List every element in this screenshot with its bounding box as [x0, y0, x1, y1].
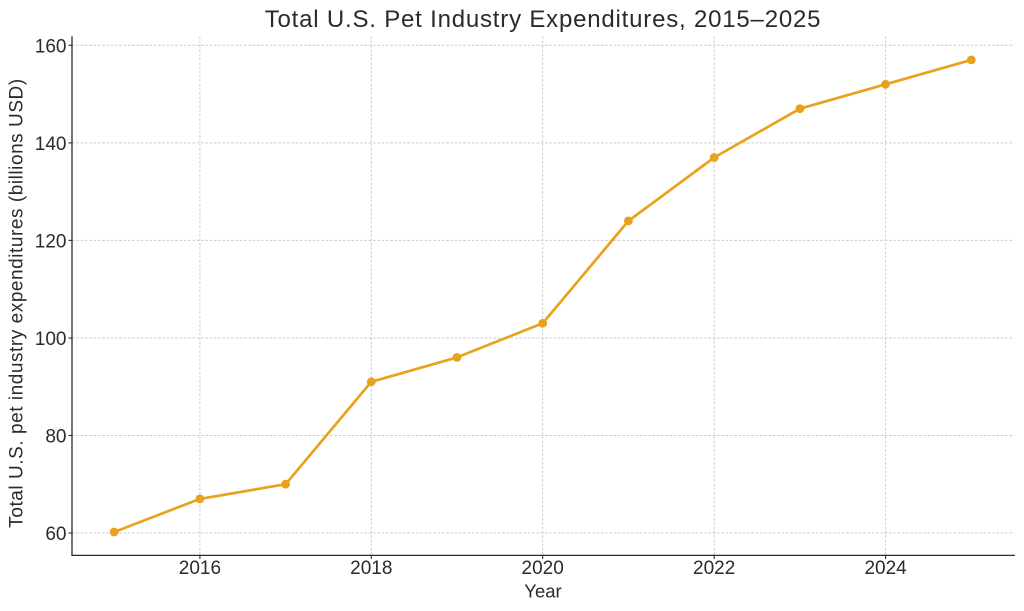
svg-text:140: 140: [35, 134, 67, 155]
svg-text:80: 80: [45, 427, 66, 448]
svg-text:2020: 2020: [522, 558, 564, 579]
svg-text:100: 100: [35, 329, 67, 350]
svg-text:2016: 2016: [179, 558, 221, 579]
svg-text:160: 160: [35, 36, 67, 57]
svg-text:Total U.S. pet industry expend: Total U.S. pet industry expenditures (bi…: [7, 78, 28, 527]
svg-text:2024: 2024: [864, 558, 907, 579]
svg-text:2018: 2018: [350, 558, 392, 579]
svg-text:120: 120: [35, 231, 67, 252]
svg-text:Year: Year: [524, 580, 561, 601]
svg-text:2022: 2022: [693, 558, 735, 579]
svg-text:60: 60: [45, 524, 66, 545]
svg-text:Total U.S. Pet Industry Expend: Total U.S. Pet Industry Expenditures, 20…: [265, 6, 822, 33]
